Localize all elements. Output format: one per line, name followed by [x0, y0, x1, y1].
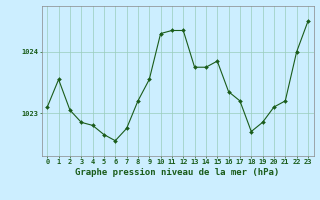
X-axis label: Graphe pression niveau de la mer (hPa): Graphe pression niveau de la mer (hPa)	[76, 168, 280, 177]
